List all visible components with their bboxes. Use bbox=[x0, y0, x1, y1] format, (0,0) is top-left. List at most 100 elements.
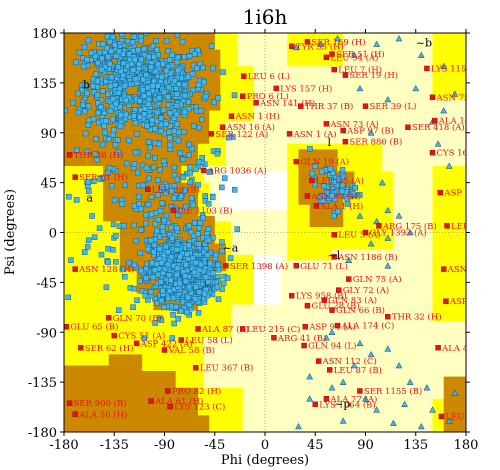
outlier-residue-label: LEU 7 (H) bbox=[338, 65, 382, 76]
outlier-residue-label: LYS 1064 (B) bbox=[319, 399, 375, 410]
core-residue-point bbox=[94, 156, 100, 163]
core-residue-point bbox=[152, 126, 158, 132]
core-residue-point bbox=[174, 225, 180, 232]
core-residue-point bbox=[184, 251, 190, 257]
core-residue-point bbox=[227, 255, 234, 261]
core-residue-point bbox=[128, 61, 135, 67]
core-residue-point bbox=[131, 33, 137, 40]
glycine-point bbox=[306, 373, 314, 380]
outlier-point bbox=[273, 85, 279, 92]
core-residue-point bbox=[161, 304, 167, 311]
core-residue-point bbox=[165, 261, 171, 268]
core-residue-point bbox=[209, 270, 216, 277]
outlier-residue-label: SER 39 (L) bbox=[370, 101, 417, 112]
core-residue-point bbox=[91, 178, 97, 185]
core-residue-point bbox=[206, 237, 212, 244]
core-residue-point bbox=[309, 170, 315, 177]
core-residue-point bbox=[80, 63, 87, 70]
outlier-point bbox=[334, 322, 341, 329]
core-residue-point bbox=[196, 124, 202, 131]
core-residue-point bbox=[66, 193, 72, 200]
outlier-point bbox=[223, 263, 229, 269]
x-axis-label: Phi (degrees) bbox=[221, 453, 309, 468]
core-residue-point bbox=[131, 222, 137, 229]
chart-title: 1i6h bbox=[243, 5, 288, 29]
core-residue-point bbox=[104, 45, 110, 51]
glycine-point bbox=[423, 384, 431, 391]
core-residue-point bbox=[145, 101, 152, 107]
core-residue-point bbox=[99, 141, 106, 148]
outlier-point bbox=[336, 287, 342, 293]
outlier-point bbox=[78, 345, 84, 351]
glycine-point bbox=[451, 389, 459, 396]
core-residue-point bbox=[138, 56, 144, 63]
glycine-point bbox=[373, 40, 381, 47]
core-residue-point bbox=[150, 274, 156, 281]
y-tick-label: -45 bbox=[36, 276, 57, 291]
core-residue-point bbox=[148, 237, 154, 244]
glycine-point bbox=[434, 140, 442, 147]
core-residue-point bbox=[177, 253, 183, 260]
core-residue-point bbox=[219, 184, 225, 191]
core-residue-point bbox=[171, 195, 178, 201]
glycine-point bbox=[440, 62, 448, 69]
outlier-residue-label: GLN 70 (B) bbox=[113, 313, 162, 324]
outlier-residue-label: SER 1155 (B) bbox=[364, 386, 422, 397]
core-residue-point bbox=[190, 202, 196, 209]
core-residue-point bbox=[191, 220, 198, 226]
core-residue-point bbox=[129, 39, 136, 46]
outlier-point bbox=[208, 131, 215, 137]
core-residue-point bbox=[158, 260, 165, 266]
outlier-point bbox=[331, 254, 337, 260]
core-residue-point bbox=[146, 175, 152, 182]
core-residue-point bbox=[159, 200, 166, 206]
core-residue-point bbox=[307, 145, 313, 152]
region-allowed bbox=[432, 166, 466, 322]
core-residue-point bbox=[180, 174, 187, 181]
core-residue-point bbox=[215, 296, 222, 302]
core-residue-point bbox=[184, 309, 190, 316]
region-core bbox=[64, 354, 210, 432]
core-residue-point bbox=[137, 250, 144, 257]
x-tick-label: 90 bbox=[357, 438, 374, 453]
core-residue-point bbox=[103, 284, 110, 291]
glycine-point bbox=[350, 51, 358, 58]
core-residue-point bbox=[181, 187, 188, 194]
core-residue-point bbox=[215, 266, 222, 273]
core-residue-point bbox=[75, 109, 82, 116]
core-residue-point bbox=[110, 34, 116, 41]
core-residue-point bbox=[105, 53, 111, 60]
core-residue-point bbox=[196, 159, 202, 165]
core-residue-point bbox=[175, 212, 181, 218]
core-residue-point bbox=[92, 52, 98, 59]
core-residue-point bbox=[167, 142, 174, 148]
core-residue-point bbox=[146, 53, 152, 60]
core-residue-point bbox=[136, 201, 142, 207]
core-residue-point bbox=[105, 136, 112, 142]
core-residue-point bbox=[182, 278, 189, 285]
core-residue-point bbox=[146, 90, 152, 97]
core-residue-point bbox=[220, 69, 226, 75]
outlier-residue-label: LEU 5 (A) bbox=[338, 230, 381, 241]
glycine-point bbox=[395, 212, 403, 219]
outlier-residue-label: CYS 51 (A) bbox=[118, 331, 165, 342]
outlier-residue-label: TYR 55 (H) bbox=[296, 41, 344, 52]
outlier-point bbox=[435, 345, 441, 351]
outlier-point bbox=[342, 72, 349, 78]
core-residue-point bbox=[183, 262, 189, 268]
core-residue-point bbox=[92, 151, 99, 157]
core-residue-point bbox=[173, 303, 179, 310]
core-residue-point bbox=[185, 99, 192, 105]
core-residue-point bbox=[170, 312, 176, 318]
core-residue-point bbox=[115, 307, 122, 313]
outlier-point bbox=[309, 177, 315, 184]
core-residue-point bbox=[198, 261, 204, 268]
glycine-point bbox=[373, 406, 381, 413]
glycine-point bbox=[367, 240, 375, 247]
outlier-point bbox=[161, 347, 168, 353]
outlier-point bbox=[342, 138, 349, 145]
region-disallowed bbox=[220, 171, 288, 211]
outlier-point bbox=[239, 326, 246, 332]
glycine-point bbox=[328, 328, 336, 335]
